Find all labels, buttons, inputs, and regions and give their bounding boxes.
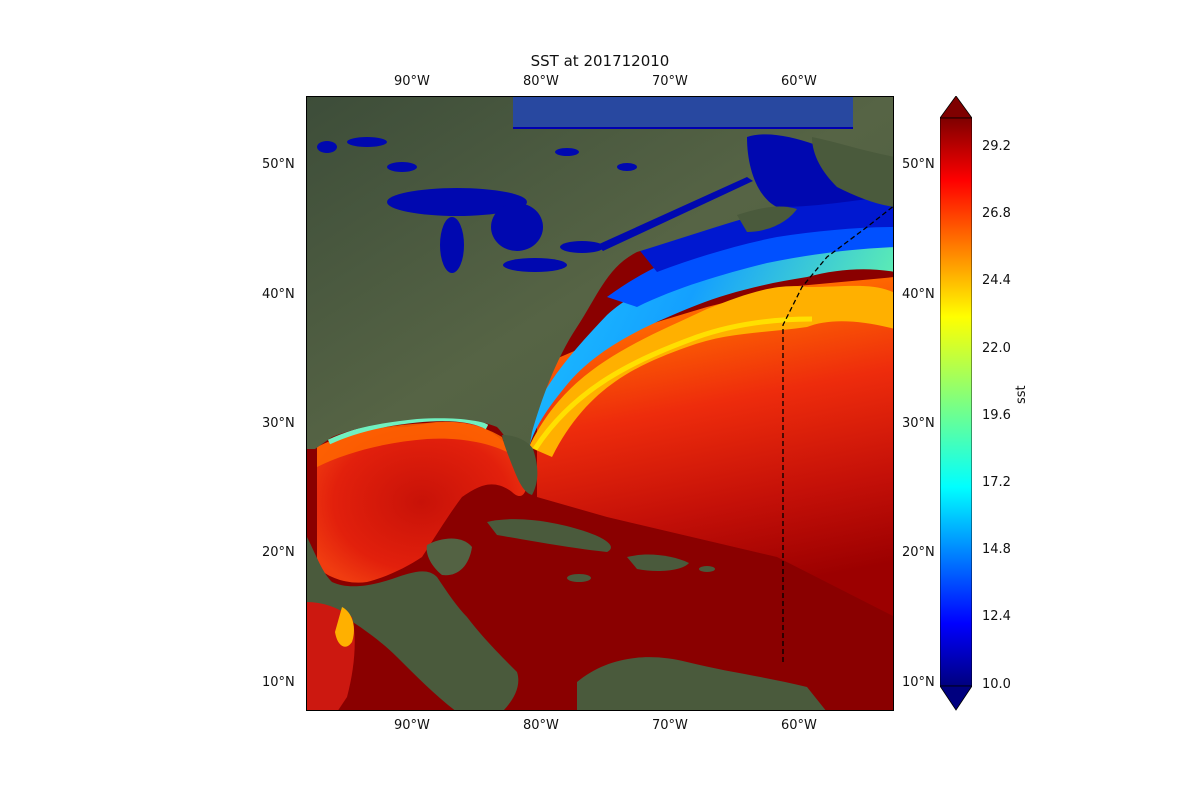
lon-tick-top: 80°W <box>523 74 559 89</box>
lat-tick-left: 40°N <box>262 287 295 302</box>
lat-tick-left: 20°N <box>262 545 295 560</box>
newfoundland <box>812 137 893 207</box>
lon-tick-bottom: 80°W <box>523 718 559 733</box>
colorbar-tick: 17.2 <box>982 475 1011 490</box>
lake-michigan <box>440 217 464 273</box>
map-title: SST at 201712010 <box>530 52 670 70</box>
colorbar-svg <box>939 95 973 711</box>
hudson-bay-water <box>513 97 853 127</box>
florida <box>502 435 538 495</box>
northern-water-edge <box>513 127 853 129</box>
sst-map-canvas <box>307 97 893 710</box>
jamaica <box>567 574 591 582</box>
lake-small <box>317 141 337 153</box>
lake-huron <box>491 203 543 251</box>
lat-tick-right: 30°N <box>902 416 935 431</box>
caribbean-islands <box>487 519 715 582</box>
lat-tick-right: 50°N <box>902 157 935 172</box>
colorbar-gradient <box>939 117 973 687</box>
lat-tick-right: 10°N <box>902 675 935 690</box>
puerto-rico <box>699 566 715 572</box>
sst-map[interactable] <box>306 96 894 711</box>
lon-tick-top: 60°W <box>781 74 817 89</box>
gulf-stream-front <box>529 285 893 457</box>
lat-tick-right: 40°N <box>902 287 935 302</box>
lake-erie <box>503 258 567 272</box>
colorbar-min-extend <box>939 685 973 711</box>
lat-tick-right: 20°N <box>902 545 935 560</box>
colorbar-tick: 22.0 <box>982 341 1011 356</box>
colorbar-tick: 24.4 <box>982 273 1011 288</box>
colorbar <box>939 95 973 712</box>
nova-scotia <box>737 206 797 232</box>
gulf-coast-cold <box>327 416 489 445</box>
st-lawrence <box>597 177 753 251</box>
lon-tick-bottom: 90°W <box>394 718 430 733</box>
central-america <box>307 537 519 710</box>
lon-tick-bottom: 60°W <box>781 718 817 733</box>
colorbar-max-extend <box>939 95 973 119</box>
colorbar-tick: 26.8 <box>982 206 1011 221</box>
lake-small <box>347 137 387 147</box>
lon-tick-top: 70°W <box>652 74 688 89</box>
colorbar-tick: 19.6 <box>982 408 1011 423</box>
lake-superior <box>387 188 527 216</box>
colorbar-tick: 14.8 <box>982 542 1011 557</box>
cuba <box>487 519 611 552</box>
cold-northern-water <box>637 189 893 272</box>
lon-tick-top: 90°W <box>394 74 430 89</box>
gulf-stream-core <box>532 316 813 451</box>
gulf-of-mexico <box>317 422 527 583</box>
lon-tick-bottom: 70°W <box>652 718 688 733</box>
lake-small <box>617 163 637 171</box>
lat-tick-left: 10°N <box>262 675 295 690</box>
yucatan <box>426 538 472 576</box>
lat-tick-left: 50°N <box>262 157 295 172</box>
lat-tick-left: 30°N <box>262 416 295 431</box>
colorbar-tick: 29.2 <box>982 139 1011 154</box>
pacific-warm-spot <box>335 607 354 647</box>
lake-small <box>555 148 579 156</box>
gulf-coastal-warm <box>317 421 507 467</box>
lake-ontario <box>560 241 604 253</box>
colorbar-tick: 10.0 <box>982 677 1011 692</box>
colorbar-label: sst <box>1014 385 1029 404</box>
dashed-track-line <box>782 205 893 662</box>
hispaniola <box>627 554 689 571</box>
lake-small <box>387 162 417 172</box>
south-america <box>577 657 826 710</box>
slope-water <box>607 209 893 307</box>
colorbar-tick: 12.4 <box>982 609 1011 624</box>
